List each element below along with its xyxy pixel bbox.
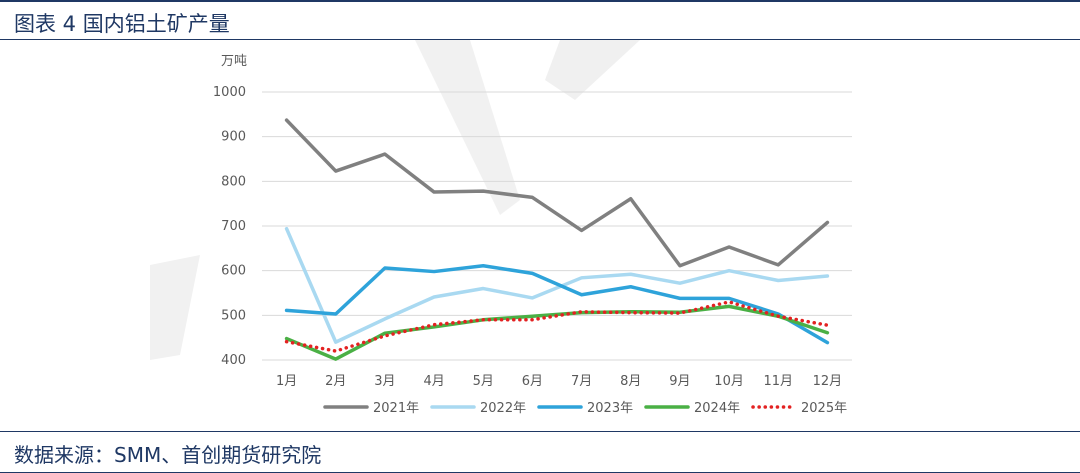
chart-footer: 数据来源：SMM、首创期货研究院 (0, 431, 1080, 473)
x-tick-label: 11月 (763, 374, 793, 389)
chart-header: 图表 4 国内铝土矿产量 (0, 0, 1080, 40)
chart-area: 400 500 600 700 800 900 1000 1月 2月 3月 4月 5月 6月 7月 8月 9… (0, 40, 1080, 431)
x-tick-label: 1月 (276, 374, 297, 389)
y-tick-label: 900 (221, 130, 246, 145)
legend-label: 2024年 (694, 401, 740, 416)
legend-label: 2022年 (480, 401, 526, 416)
line-chart: 400 500 600 700 800 900 1000 1月 2月 3月 4月 5月 6月 7月 8月 9… (150, 40, 852, 416)
x-tick-label: 9月 (669, 374, 690, 389)
series-lines (284, 118, 830, 361)
x-tick-label: 2月 (325, 374, 346, 389)
y-tick-label: 400 (221, 353, 246, 368)
watermark (150, 40, 640, 360)
x-tick-label: 5月 (473, 374, 494, 389)
chart-title: 图表 4 国内铝土矿产量 (14, 12, 230, 36)
y-tick-label: 800 (221, 174, 246, 189)
series-line-2025年 (284, 300, 830, 353)
series-line-2023年 (284, 264, 830, 345)
x-tick-label: 4月 (423, 374, 444, 389)
x-axis-ticks: 1月 2月 3月 4月 5月 6月 7月 8月 9月 10月 11月 12月 (276, 374, 842, 389)
series-line-2021年 (284, 118, 830, 268)
y-tick-label: 700 (221, 219, 246, 234)
x-tick-label: 7月 (571, 374, 592, 389)
series-line-2022年 (284, 226, 830, 344)
watermark-stroke (150, 255, 200, 360)
x-tick-label: 6月 (522, 374, 543, 389)
legend: 2021年 2022年 2023年 2024年 2025年 (323, 401, 847, 416)
legend-label: 2021年 (373, 401, 419, 416)
legend-label: 2023年 (587, 401, 633, 416)
x-tick-label: 8月 (620, 374, 641, 389)
x-tick-label: 12月 (813, 374, 843, 389)
y-tick-label: 500 (221, 308, 246, 323)
series-line-2024年 (284, 304, 830, 361)
gridlines (262, 91, 852, 361)
data-source: 数据来源：SMM、首创期货研究院 (14, 443, 322, 467)
y-axis-label: 万吨 (221, 54, 247, 69)
legend-label: 2025年 (801, 401, 847, 416)
y-tick-label: 600 (221, 264, 246, 279)
watermark-stroke (545, 40, 640, 100)
watermark-stroke (415, 40, 520, 215)
x-tick-label: 10月 (714, 374, 744, 389)
y-tick-label: 1000 (213, 85, 246, 100)
x-tick-label: 3月 (374, 374, 395, 389)
y-axis-ticks: 400 500 600 700 800 900 1000 (213, 85, 246, 368)
